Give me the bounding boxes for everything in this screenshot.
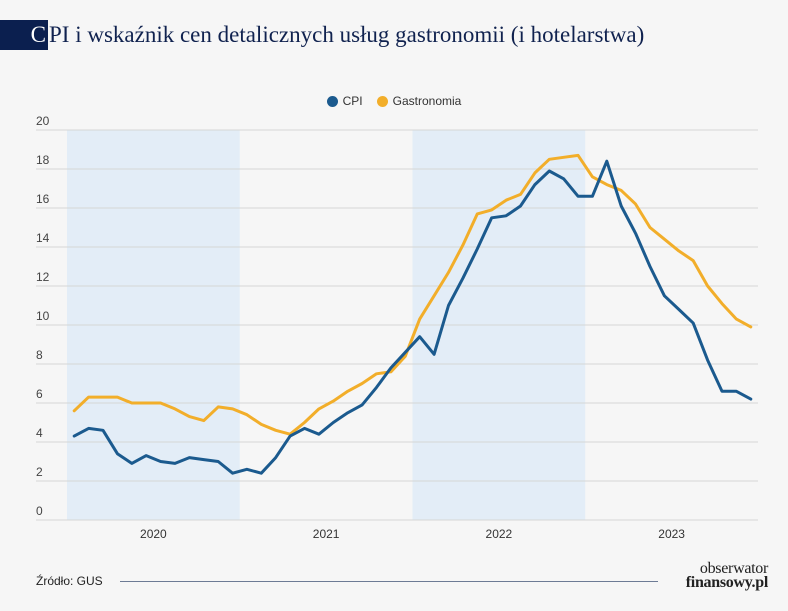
- brand-logo: obserwator finansowy.pl: [668, 560, 769, 591]
- y-tick-label: 12: [36, 270, 50, 284]
- y-tick-label: 10: [36, 309, 50, 323]
- title-accent-block: C: [0, 20, 48, 50]
- y-tick-label: 4: [36, 426, 43, 440]
- legend-item-gastronomia: Gastronomia: [376, 94, 462, 108]
- legend-label-gastronomia: Gastronomia: [392, 94, 462, 108]
- chart-title: PI i wskaźnik cen detalicznych usług gas…: [49, 22, 645, 47]
- title-first-letter: C: [30, 22, 46, 47]
- y-tick-label: 16: [36, 192, 50, 206]
- brand-line-1: obserwator: [699, 560, 768, 577]
- legend-item-cpi: CPI: [326, 94, 363, 108]
- y-tick-label: 14: [36, 231, 50, 245]
- legend: CPI Gastronomia: [0, 94, 788, 108]
- y-tick-label: 18: [36, 153, 50, 167]
- legend-swatch-cpi: [326, 95, 338, 107]
- legend-label-cpi: CPI: [342, 94, 363, 108]
- series-line-gastronomia: [72, 153, 753, 436]
- y-tick-label: 8: [36, 348, 43, 362]
- source-note: Źródło: GUS: [36, 574, 103, 588]
- y-tick-label: 6: [36, 387, 43, 401]
- legend-swatch-gastronomia: [376, 95, 388, 107]
- x-tick-label: 2022: [486, 527, 513, 541]
- x-tick-label: 2023: [658, 527, 685, 541]
- title-bar: C PI i wskaźnik cen detalicznych usług g…: [0, 20, 644, 50]
- brand-line-2: finansowy.pl: [685, 574, 769, 591]
- y-tick-label: 20: [36, 114, 50, 128]
- y-tick-label: 0: [36, 504, 43, 518]
- x-tick-label: 2020: [140, 527, 167, 541]
- y-tick-label: 2: [36, 465, 43, 479]
- series-line-cpi: [72, 159, 753, 475]
- footer-divider: [120, 581, 658, 582]
- x-tick-label: 2021: [313, 527, 340, 541]
